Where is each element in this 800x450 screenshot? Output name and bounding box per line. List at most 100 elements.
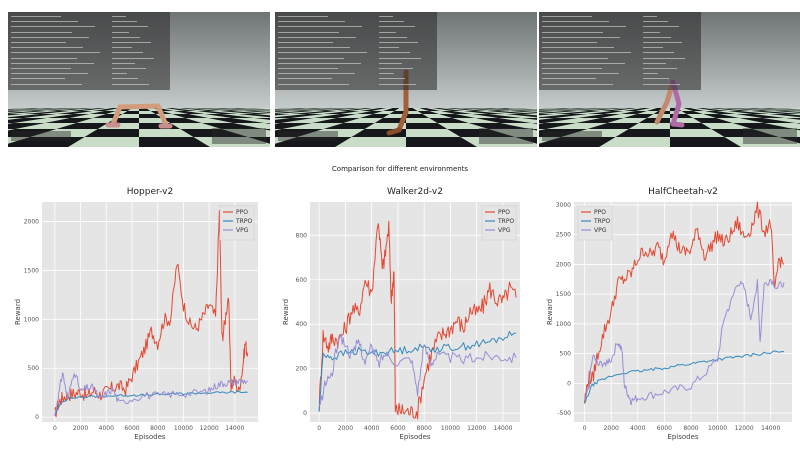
x-tick-label: 14000 [493,425,512,432]
hud-text-line [278,47,350,48]
hud-text-line [542,73,619,74]
hud-text-line [278,58,344,59]
legend-label: PPO [498,209,510,216]
hud-text-line [11,68,71,69]
hud-value-line [112,32,129,33]
hud-value-line [379,26,415,27]
hud-text-line [542,26,626,27]
hud-value-line [643,16,657,17]
hud-text-line [11,32,72,33]
x-tick-label: 0 [583,425,587,432]
x-tick-label: 0 [317,425,321,432]
hud-value-line [643,84,680,85]
hud-fps-box [278,131,338,141]
hud-value-line [112,52,143,53]
legend-label: TRPO [235,218,252,225]
y-tick-label: 0 [35,414,39,421]
y-tick-label: 1000 [24,316,39,323]
y-tick-label: 1500 [556,291,571,298]
hud-text-line [542,78,596,79]
x-tick-label: 8000 [150,425,165,432]
x-tick-label: 14000 [761,425,780,432]
hud-text-line [11,26,95,27]
figure-title: Comparison for different environments [0,165,800,173]
hud-text-line [11,63,94,64]
hud-text-line [542,52,631,53]
x-tick-label: 12000 [735,425,754,432]
hud-value-line [643,47,663,48]
y-tick-label: 600 [296,277,308,284]
x-tick-label: 14000 [225,425,244,432]
hud-fps-box [542,131,602,141]
hud-text-line [542,63,625,64]
hud-text-line [11,84,82,85]
hud-text-line [278,42,333,43]
y-tick-label: 500 [28,365,40,372]
y-tick-label: 0 [567,380,571,387]
hud-value-line [112,26,148,27]
hud-stats-box [743,128,797,144]
hud-stats-box [479,128,533,144]
hud-text-line [11,52,100,53]
hud-text-line [542,37,620,38]
hud-value-line [379,21,404,22]
x-tick-label: 6000 [657,425,672,432]
y-axis-label: Reward [14,299,22,325]
y-tick-label: -500 [557,410,571,417]
y-tick-label: 400 [296,321,308,328]
y-tick-label: 2000 [556,261,571,268]
hud-text-line [278,16,328,17]
hud-value-line [379,42,418,43]
hud-value-line [379,37,407,38]
x-tick-label: 12000 [200,425,219,432]
hud-text-line [278,32,339,33]
hud-value-line [112,73,127,74]
hud-value-line [112,47,132,48]
hud-fps-box [11,131,71,141]
hud-text-line [278,73,355,74]
hud-value-line [112,63,135,64]
legend-label: PPO [236,209,248,216]
hud-value-line [379,32,396,33]
y-tick-label: 2500 [556,232,571,239]
legend-label: PPO [594,209,606,216]
legend-label: VPG [236,227,249,234]
hud-value-line [643,73,658,74]
hud-value-line [379,58,421,59]
hud-text-line [542,84,613,85]
hud-text-line [278,68,338,69]
hud-value-line [112,68,146,69]
x-axis-label: Episodes [134,433,165,441]
x-axis-label: Episodes [667,433,698,441]
x-tick-label: 4000 [630,425,645,432]
hud-value-line [379,16,393,17]
hud-text-line [278,21,345,22]
x-tick-label: 6000 [124,425,139,432]
hud-value-line [379,73,394,74]
hud-value-line [643,21,668,22]
hopper-screen [8,12,270,147]
hud-text-line [278,52,367,53]
chart-title: Walker2d-v2 [387,187,443,197]
hud-value-line [643,78,669,79]
hud-value-line [643,58,685,59]
hud-text-line [542,16,592,17]
legend-label: TRPO [593,218,610,225]
x-tick-label: 0 [53,425,57,432]
hud-text-line [542,58,608,59]
y-tick-label: 0 [303,410,307,417]
hud-value-line [643,68,677,69]
hud-value-line [643,63,666,64]
hud-text-line [542,32,603,33]
y-tick-label: 1500 [24,267,39,274]
hud-text-line [11,37,89,38]
y-axis-label: Reward [282,299,290,325]
x-tick-label: 4000 [99,425,114,432]
hud-value-line [379,52,410,53]
hud-value-line [643,42,682,43]
hud-text-line [542,21,609,22]
hud-value-line [379,47,399,48]
y-tick-label: 200 [296,366,308,373]
